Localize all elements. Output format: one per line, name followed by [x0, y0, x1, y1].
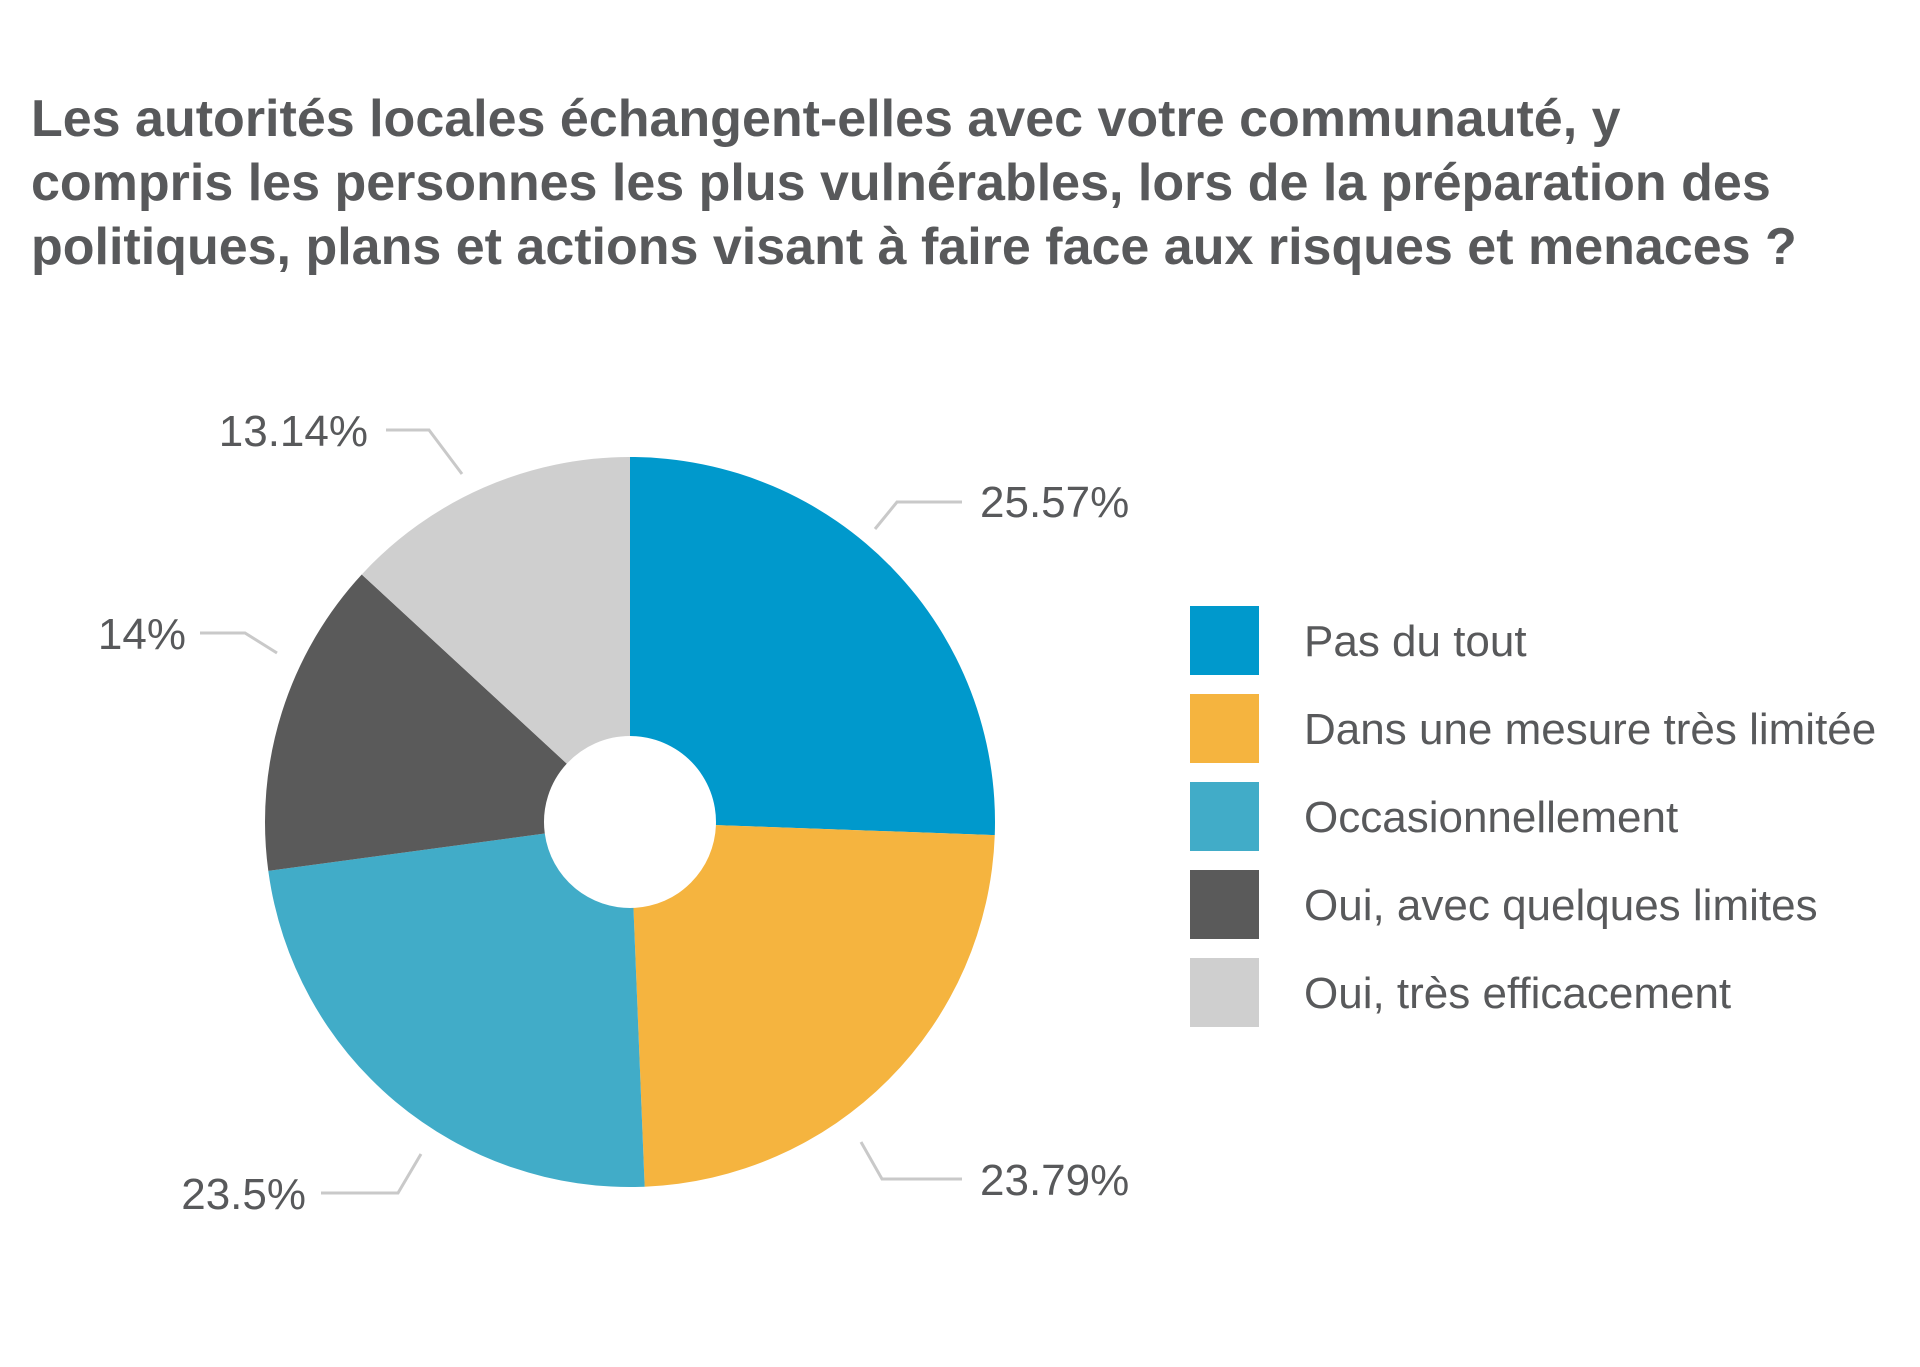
legend-swatch-dans-une-mesure-tres-limitee [1190, 694, 1259, 763]
legend-swatch-oui-tres-efficacement [1190, 958, 1259, 1027]
chart-title: Les autorités locales échangent-elles av… [31, 90, 1797, 276]
leader-line-dans-une-mesure-tres-limitee [859, 1141, 962, 1181]
pie-slice-oui-tres-efficacement [361, 457, 630, 764]
legend-label-pas-du-tout: Pas du tout [1304, 617, 1527, 666]
pie-slice-pas-du-tout [630, 457, 996, 836]
legend-label-oui-avec-quelques-limites: Oui, avec quelques limites [1304, 881, 1818, 930]
data-label-pas-du-tout: 25.57% [980, 478, 1129, 527]
legend-swatch-pas-du-tout [1190, 606, 1259, 675]
pie-slices [264, 457, 996, 1187]
leader-lines [200, 428, 962, 1195]
legend-item: Oui, avec quelques limites [1190, 870, 1818, 939]
legend-item: Occasionnellement [1190, 782, 1678, 851]
data-label-oui-tres-efficacement: 13.14% [219, 407, 368, 456]
leader-line-oui-tres-efficacement [386, 428, 464, 475]
legend-item: Dans une mesure très limitée [1190, 694, 1876, 763]
leader-line-occasionnellement [321, 1153, 423, 1195]
legend-item: Pas du tout [1190, 606, 1527, 675]
pie-slice-dans-une-mesure-tres-limitee [633, 825, 995, 1187]
legend-label-occasionnellement: Occasionnellement [1304, 793, 1678, 842]
leader-line-pas-du-tout [873, 500, 962, 530]
legend-swatch-occasionnellement [1190, 782, 1259, 851]
data-label-oui-avec-quelques-limites: 14% [98, 610, 186, 659]
legend-label-oui-tres-efficacement: Oui, très efficacement [1304, 969, 1731, 1018]
legend: Pas du tout Dans une mesure très limitée… [1190, 606, 1876, 1027]
data-label-dans-une-mesure-tres-limitee: 23.79% [980, 1156, 1129, 1205]
data-labels: 25.57% 23.79% 23.5% 14% 13.14% [98, 407, 1129, 1219]
pie-slice-occasionnellement [268, 833, 645, 1187]
legend-label-dans-une-mesure-tres-limitee: Dans une mesure très limitée [1304, 705, 1876, 754]
leader-line-oui-avec-quelques-limites [200, 631, 278, 655]
legend-swatch-oui-avec-quelques-limites [1190, 870, 1259, 939]
data-label-occasionnellement: 23.5% [181, 1170, 306, 1219]
pie-slice-oui-avec-quelques-limites [264, 574, 567, 871]
legend-item: Oui, très efficacement [1190, 958, 1731, 1027]
